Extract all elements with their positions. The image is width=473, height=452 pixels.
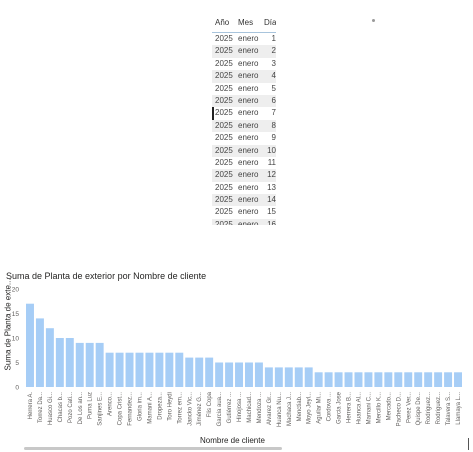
scrollbar-end-marker <box>468 438 469 450</box>
x-tick-label: Toro Heydi <box>167 392 173 421</box>
bar[interactable] <box>136 353 144 387</box>
x-tick-label: Huasco Gi... <box>48 392 54 425</box>
x-tick-label: Jancko Vic... <box>187 392 193 426</box>
bar[interactable] <box>56 338 64 387</box>
bar[interactable] <box>285 367 293 387</box>
x-tick-label: Machicad... <box>247 392 253 423</box>
x-tick-label: Quispe De... <box>416 392 422 426</box>
bar[interactable] <box>325 372 333 387</box>
x-tick-label: Perez Ver... <box>406 392 412 423</box>
x-tick-label: Torrez Da... <box>38 392 44 423</box>
x-tick-label: Llamaya L... <box>456 392 462 425</box>
bar[interactable] <box>394 372 402 387</box>
x-tick-label: Moyo Jeyl... <box>307 392 313 424</box>
bar[interactable] <box>205 358 213 387</box>
bar[interactable] <box>384 372 392 387</box>
x-tick-label: Rodriguez... <box>426 392 432 425</box>
x-tick-label: Jiménez G... <box>197 392 203 426</box>
bar[interactable] <box>106 353 114 387</box>
y-tick-label: 10 <box>12 336 20 343</box>
x-tick-label: Gutiérrez ... <box>227 392 233 424</box>
x-tick-label: Alvarez Gr... <box>267 392 273 425</box>
bar[interactable] <box>364 372 372 387</box>
x-tick-label: Garcia Jose <box>337 391 343 424</box>
x-tick-label: Rodriguez... <box>436 392 442 425</box>
x-tick-label: Mendoza ... <box>257 392 263 424</box>
y-tick-label: 15 <box>12 311 20 318</box>
x-tick-label: Flis Copa <box>207 391 213 417</box>
bar[interactable] <box>165 353 173 387</box>
bar[interactable] <box>66 338 74 387</box>
x-tick-label: Mamani C... <box>366 392 372 425</box>
x-tick-label: Mercado... <box>386 392 392 421</box>
bar[interactable] <box>116 353 124 387</box>
y-tick-label: 5 <box>15 360 19 367</box>
bar[interactable] <box>46 328 54 387</box>
horizontal-scrollbar[interactable] <box>24 447 282 450</box>
bar[interactable] <box>454 372 462 387</box>
x-tick-label: Pacheco D... <box>396 392 402 427</box>
x-tick-label: Arenco... <box>108 392 114 416</box>
x-tick-label: Huanca Al... <box>356 392 362 425</box>
bar[interactable] <box>215 363 223 388</box>
x-tick-label: Mercillo K... <box>376 392 382 424</box>
bar[interactable] <box>275 367 283 387</box>
bar[interactable] <box>355 372 363 387</box>
x-tick-label: Copa Crist... <box>118 392 124 426</box>
bar[interactable] <box>245 363 253 388</box>
bar[interactable] <box>374 372 382 387</box>
x-tick-label: De Los an... <box>78 392 84 425</box>
bar[interactable] <box>96 343 104 387</box>
bar[interactable] <box>126 353 134 387</box>
x-tick-label: Herrera A. <box>28 392 34 420</box>
x-tick-label: Hinojosa ... <box>237 392 243 422</box>
x-tick-label: Mamani A... <box>147 392 153 424</box>
bar[interactable] <box>295 367 303 387</box>
bar[interactable] <box>434 372 442 387</box>
x-tick-label: Cordova ... <box>327 392 333 422</box>
bar[interactable] <box>315 372 323 387</box>
y-tick-label: 0 <box>15 385 19 392</box>
x-tick-label: Gloria im... <box>137 392 143 421</box>
x-tick-label: Menctiab... <box>297 392 303 422</box>
bar[interactable] <box>36 318 44 387</box>
bar[interactable] <box>305 367 313 387</box>
x-tick-label: Herrera B... <box>347 392 353 423</box>
bar[interactable] <box>404 372 412 387</box>
bar[interactable] <box>185 358 193 387</box>
bar[interactable] <box>195 358 203 387</box>
x-tick-label: Fernandez... <box>128 392 134 426</box>
bar[interactable] <box>335 372 343 387</box>
bar[interactable] <box>235 363 243 388</box>
bar[interactable] <box>155 353 163 387</box>
bar[interactable] <box>265 367 273 387</box>
bar[interactable] <box>424 372 432 387</box>
x-tick-label: Sanjines E... <box>98 392 104 426</box>
x-tick-label: Huanca Nu... <box>277 392 283 427</box>
x-tick-label: Puma Luz <box>88 392 94 419</box>
bar[interactable] <box>444 372 452 387</box>
bar[interactable] <box>26 304 34 387</box>
bar[interactable] <box>414 372 422 387</box>
bar[interactable] <box>255 363 263 388</box>
bar[interactable] <box>145 353 153 387</box>
bar[interactable] <box>175 353 183 387</box>
x-tick-label: Machaca J... <box>287 392 293 426</box>
x-tick-label: Garcia aua... <box>217 392 223 427</box>
bar[interactable] <box>345 372 353 387</box>
x-tick-label: Dropeza... <box>157 392 163 420</box>
x-tick-label: Talavera S... <box>446 392 452 426</box>
bar[interactable] <box>86 343 94 387</box>
x-tick-label: Torrez em... <box>177 392 183 424</box>
x-tick-label: Pozo Cati... <box>68 392 74 423</box>
y-tick-label: 20 <box>12 287 20 294</box>
bar[interactable] <box>76 343 84 387</box>
x-tick-label: Aguilar Mi... <box>317 392 323 424</box>
x-tick-label: Chacas b... <box>58 392 64 423</box>
bar[interactable] <box>225 363 233 388</box>
